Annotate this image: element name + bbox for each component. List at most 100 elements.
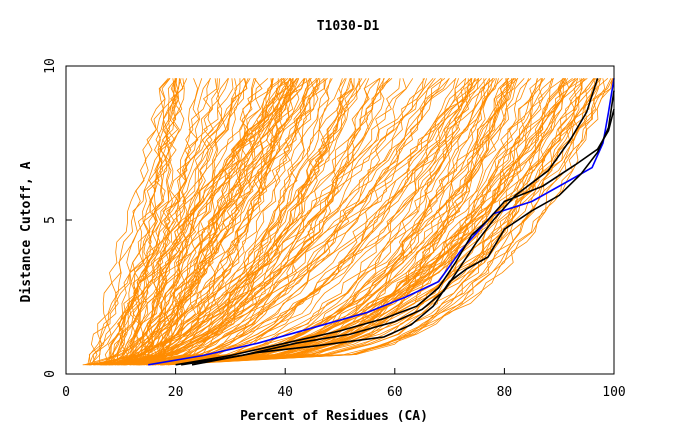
model-curve <box>145 78 457 366</box>
x-tick-label: 40 <box>277 385 293 400</box>
model-curve <box>118 78 367 366</box>
model-curve <box>122 78 177 366</box>
model-curve <box>149 78 473 366</box>
model-curve <box>158 77 446 366</box>
series-line-1 <box>175 108 615 366</box>
plot-area <box>82 77 615 366</box>
model-curve <box>133 78 241 365</box>
model-curve <box>159 78 331 366</box>
model-curve <box>143 78 401 366</box>
model-curve <box>161 78 564 366</box>
model-curve <box>126 78 381 366</box>
model-curve <box>89 78 248 366</box>
model-curve <box>149 78 180 365</box>
model-curve <box>119 78 296 366</box>
model-curve <box>139 78 518 366</box>
model-curve <box>154 77 312 365</box>
model-curve <box>168 78 477 366</box>
model-curve <box>106 78 188 365</box>
y-axis-ticks: 0 5 10 <box>43 58 72 378</box>
model-curve <box>89 78 467 366</box>
model-curve <box>108 77 285 366</box>
model-curve <box>145 78 218 365</box>
y-tick-label: 10 <box>43 58 58 74</box>
x-tick-label: 80 <box>497 385 513 400</box>
model-curve <box>114 77 442 366</box>
model-curve <box>121 78 579 366</box>
model-curve <box>84 78 424 366</box>
y-axis-label: Distance Cutoff, A <box>19 161 34 302</box>
model-curve <box>143 78 471 366</box>
model-curve <box>145 78 601 366</box>
model-curve <box>99 78 171 365</box>
x-axis-ticks: 0 20 40 60 80 100 <box>62 368 626 400</box>
model-curve <box>117 78 273 366</box>
model-curve <box>87 78 169 365</box>
chart-title: T1030-D1 <box>317 19 380 34</box>
model-curve <box>90 78 391 366</box>
model-curve <box>118 78 300 366</box>
model-curve <box>152 78 407 366</box>
model-curve <box>146 78 565 366</box>
model-curve <box>111 78 499 366</box>
model-curve <box>144 78 291 365</box>
model-curve <box>135 78 238 366</box>
model-curve <box>150 78 263 366</box>
model-curve <box>118 78 352 366</box>
model-curve <box>156 78 257 366</box>
x-tick-label: 20 <box>168 385 184 400</box>
model-curve <box>155 78 330 366</box>
model-curve <box>147 78 497 366</box>
series-line-2 <box>180 78 599 366</box>
model-curve <box>161 78 586 366</box>
model-curve <box>104 78 221 365</box>
x-axis-label: Percent of Residues (CA) <box>240 409 428 424</box>
model-curve <box>135 78 544 366</box>
model-curve <box>164 78 436 366</box>
model-curve <box>116 78 251 365</box>
model-curve <box>122 77 609 366</box>
series-line-3 <box>191 90 615 366</box>
model-curve <box>108 78 234 365</box>
model-curve <box>101 78 606 366</box>
model-curve <box>124 78 178 365</box>
model-curve <box>105 77 565 366</box>
model-curve <box>166 78 614 366</box>
model-curve <box>124 78 486 366</box>
model-curve <box>117 78 355 366</box>
y-tick-label: 5 <box>43 216 58 224</box>
model-curve <box>89 78 346 366</box>
model-curve <box>157 78 245 365</box>
x-tick-label: 60 <box>387 385 403 400</box>
x-tick-label: 0 <box>62 385 70 400</box>
model-curve <box>113 78 287 366</box>
model-curve <box>138 78 479 366</box>
model-curve <box>111 78 184 365</box>
model-curve <box>154 78 180 365</box>
model-curve <box>154 78 459 366</box>
model-curve <box>152 78 333 366</box>
model-curve <box>148 78 273 366</box>
model-curve <box>89 78 294 366</box>
model-curve <box>159 78 473 366</box>
model-curve <box>124 78 385 366</box>
model-curve <box>120 78 176 365</box>
model-curve <box>106 78 553 366</box>
model-curve <box>106 78 211 366</box>
model-curve <box>103 78 450 366</box>
model-curve <box>118 78 494 366</box>
model-curves <box>82 77 614 366</box>
y-tick-label: 0 <box>43 370 58 378</box>
model-curve <box>117 78 319 366</box>
model-curve <box>150 78 595 366</box>
model-curve <box>106 78 443 366</box>
model-curve <box>161 78 510 366</box>
model-curve <box>153 77 328 366</box>
model-curve <box>130 78 427 366</box>
model-curve <box>115 78 310 366</box>
model-curve <box>133 77 514 366</box>
model-curve <box>104 78 355 366</box>
model-curve <box>99 78 602 366</box>
model-curve <box>114 78 554 366</box>
